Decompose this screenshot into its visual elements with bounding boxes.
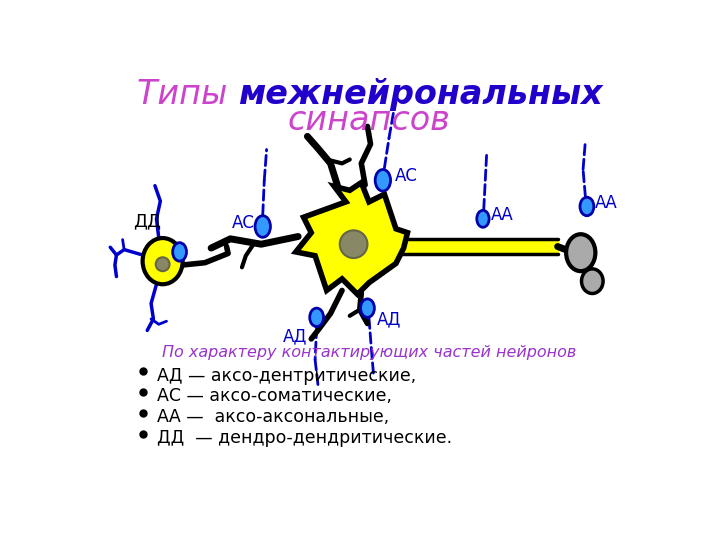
Text: АД: АД: [377, 310, 401, 329]
Text: ДД  — дендро-дендритические.: ДД — дендро-дендритические.: [157, 429, 452, 447]
Text: АС — аксо-соматические,: АС — аксо-соматические,: [157, 387, 392, 406]
Text: АС: АС: [232, 214, 255, 232]
Text: АА —  аксо-аксональные,: АА — аксо-аксональные,: [157, 408, 390, 426]
Ellipse shape: [310, 308, 323, 327]
Ellipse shape: [582, 269, 603, 294]
Text: синапсов: синапсов: [287, 104, 451, 137]
Text: АА: АА: [491, 206, 513, 224]
Polygon shape: [296, 183, 408, 294]
Ellipse shape: [580, 197, 594, 215]
Text: По характеру контактирующих частей нейронов: По характеру контактирующих частей нейро…: [162, 345, 576, 360]
Text: Типы: Типы: [137, 78, 238, 111]
Ellipse shape: [375, 170, 390, 191]
Ellipse shape: [566, 234, 595, 271]
Ellipse shape: [361, 299, 374, 318]
Text: АД — аксо-дентритические,: АД — аксо-дентритические,: [157, 367, 416, 384]
Ellipse shape: [173, 242, 186, 261]
Text: АА: АА: [595, 194, 618, 212]
Circle shape: [156, 257, 170, 271]
Ellipse shape: [255, 215, 271, 237]
Text: АД: АД: [283, 328, 307, 346]
Circle shape: [340, 231, 367, 258]
Text: АС: АС: [395, 167, 418, 185]
Ellipse shape: [143, 238, 183, 284]
Text: ДД: ДД: [133, 212, 161, 230]
Text: межнейрональных: межнейрональных: [238, 78, 603, 111]
Ellipse shape: [477, 210, 489, 227]
